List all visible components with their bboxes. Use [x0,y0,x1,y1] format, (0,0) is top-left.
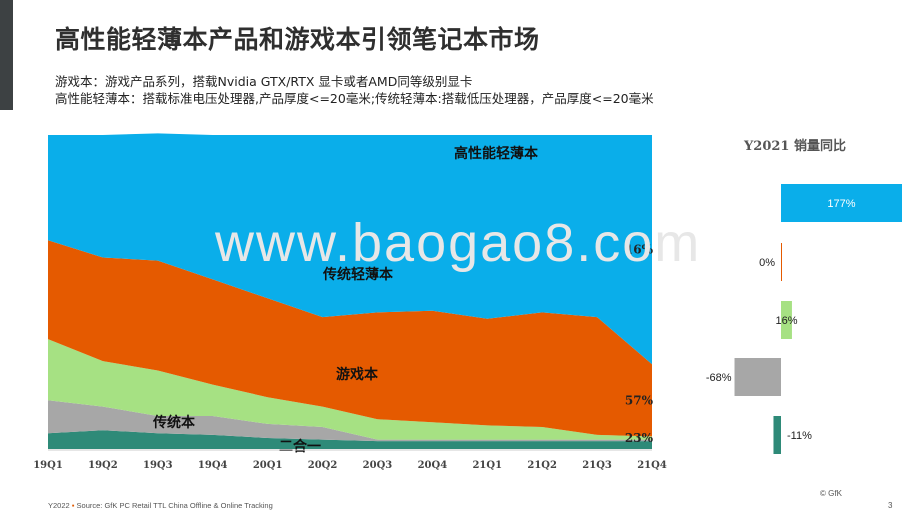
copyright: © GfK [820,489,842,498]
footer-separator: ▪ [71,501,75,510]
x-tick-label: 20Q3 [363,460,393,471]
series-label-traditional: 传统本 [152,414,196,431]
x-tick-label: 21Q1 [472,460,502,471]
series-label-traditional-thin: 传统轻薄本 [322,266,394,283]
yoy-value-label: 177% [827,198,855,210]
yoy-value-label: -11% [787,430,812,442]
watermark: www.baogao8.com [215,213,702,273]
yoy-value-label: 16% [775,315,797,327]
yoy-value-label: -68% [706,372,732,384]
area-traditional-thin [48,240,652,437]
accent-side-bar [0,0,13,110]
data-label-gaming: 23% [625,431,654,445]
page-title: 高性能轻薄本产品和游戏本引领笔记本市场 [55,25,540,54]
yoy-bar-gaming [781,301,792,339]
x-tick-label: 20Q1 [253,460,283,471]
x-tick-label: 19Q2 [88,460,118,471]
x-tick-label: 21Q3 [582,460,612,471]
yoy-bar-high-performance-thin [781,184,902,222]
yoy-bar-two-in-one [773,416,781,454]
yoy-chart-title: Y2021 销量同比 [744,139,846,154]
area-high-performance-thin [48,133,652,365]
page-number: 3 [888,501,893,510]
x-tick-label: 19Q3 [143,460,173,471]
definition-thin: 高性能轻薄本：搭载标准电压处理器,产品厚度<=20毫米;传统轻薄本:搭载低压处理… [55,91,654,106]
footer-source-text: Source: GfK PC Retail TTL China Offline … [76,501,273,510]
series-label-high-performance-thin: 高性能轻薄本 [454,145,539,162]
series-label-gaming: 游戏本 [336,366,379,383]
definition-gaming: 游戏本：游戏产品系列，搭载Nvidia GTX/RTX 显卡或者AMD同等级别显… [55,74,473,89]
x-tick-label: 19Q1 [33,460,63,471]
area-gaming [48,339,652,440]
data-label-high-performance-thin: 16% [625,243,654,257]
x-tick-label: 21Q2 [527,460,557,471]
x-tick-label: 21Q4 [637,460,667,471]
x-tick-label: 19Q4 [198,460,228,471]
footer-source: Y2022 ▪ Source: GfK PC Retail TTL China … [48,501,273,510]
x-tick-label: 20Q4 [418,460,448,471]
yoy-value-label: 0% [759,257,775,269]
yoy-bar-traditional [734,358,781,396]
yoy-bar-traditional-thin [781,243,782,281]
data-label-traditional-thin: 57% [625,393,654,407]
x-tick-label: 20Q2 [308,460,338,471]
series-label-two-in-one: 二合一 [279,438,321,455]
footer-year: Y2022 [48,501,70,510]
area-traditional [48,400,652,442]
area-two-in-one [48,430,652,449]
